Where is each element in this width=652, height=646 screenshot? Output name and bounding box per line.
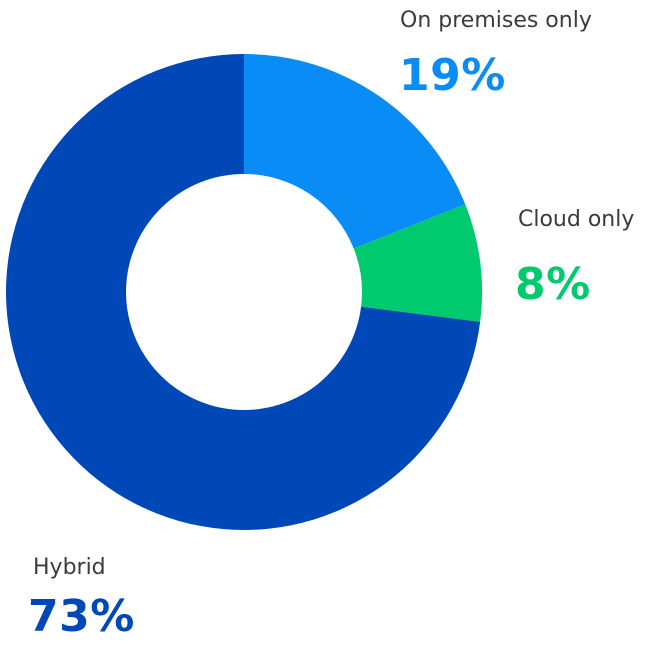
label-on-premises-only: On premises only — [400, 8, 592, 33]
slice-cloud-only — [353, 204, 483, 322]
slice-on-premises-only — [244, 54, 466, 249]
label-hybrid: Hybrid — [33, 555, 106, 580]
value-cloud-only: 8% — [515, 259, 591, 310]
value-hybrid: 73% — [28, 591, 135, 642]
slice-hybrid — [6, 54, 481, 530]
label-cloud-only: Cloud only — [518, 207, 635, 232]
value-on-premises-only: 19% — [399, 50, 506, 101]
